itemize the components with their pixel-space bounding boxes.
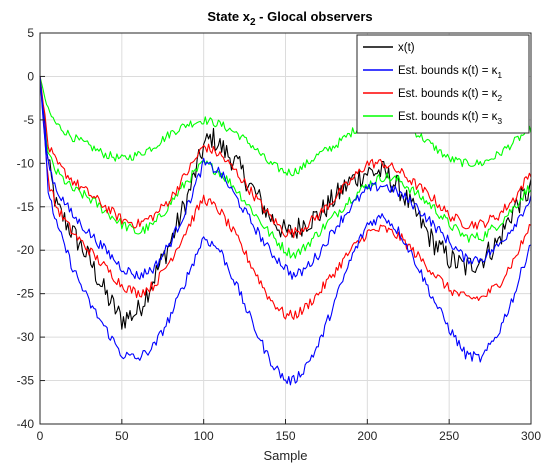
series-lines: [39, 76, 532, 386]
series-line: [39, 76, 532, 280]
y-tick-label: 0: [27, 69, 34, 83]
series-line: [39, 76, 532, 386]
x-tick-label: 300: [521, 429, 541, 443]
y-tick-label: -10: [17, 156, 35, 170]
x-axis-label: Sample: [263, 448, 307, 463]
series-line: [39, 76, 532, 177]
legend-entry: Est. bounds κ(t) = κ3: [398, 111, 502, 126]
legend-subscript: 2: [497, 93, 502, 103]
legend-label: Est. bounds κ(t) = κ: [398, 88, 498, 100]
y-tick-label: -30: [17, 330, 35, 344]
y-tick-label: -35: [17, 374, 35, 388]
y-tick-label: -40: [17, 417, 35, 431]
x-tick-label: 0: [37, 429, 44, 443]
title-rest: - Glocal observers: [256, 9, 373, 24]
legend-label: Est. bounds κ(t) = κ: [398, 65, 498, 77]
legend-subscript: 3: [497, 116, 502, 126]
legend-entry: x(t): [398, 42, 415, 54]
x-tick-label: 50: [115, 429, 129, 443]
legend-label: x(t): [398, 42, 415, 54]
legend-entry: Est. bounds κ(t) = κ2: [398, 88, 502, 103]
title-main: State x: [207, 9, 250, 24]
series-line: [39, 76, 532, 259]
legend-entry: Est. bounds κ(t) = κ1: [398, 65, 502, 80]
y-tick-label: -20: [17, 243, 35, 257]
x-tick-label: 200: [357, 429, 377, 443]
y-tick-label: 5: [27, 26, 34, 40]
series-line: [39, 76, 532, 330]
series-line: [39, 76, 532, 239]
y-axis-ticks: 5 0 -5 -10 -15 -20 -25 -30 -35 -40: [17, 26, 45, 431]
legend-label: Est. bounds κ(t) = κ: [398, 111, 498, 123]
series-line: [39, 76, 532, 320]
x-tick-label: 100: [194, 429, 214, 443]
legend-subscript: 1: [497, 70, 502, 80]
x-tick-label: 150: [275, 429, 295, 443]
x-axis-ticks: 0 50 100 150 200 250 300: [37, 419, 541, 443]
y-tick-label: -5: [23, 113, 34, 127]
y-tick-label: -25: [17, 287, 35, 301]
x-tick-label: 250: [439, 429, 459, 443]
y-tick-label: -15: [17, 200, 35, 214]
title-subscript: 2: [250, 17, 256, 28]
chart-title: State x2 - Glocal observers: [207, 9, 372, 28]
